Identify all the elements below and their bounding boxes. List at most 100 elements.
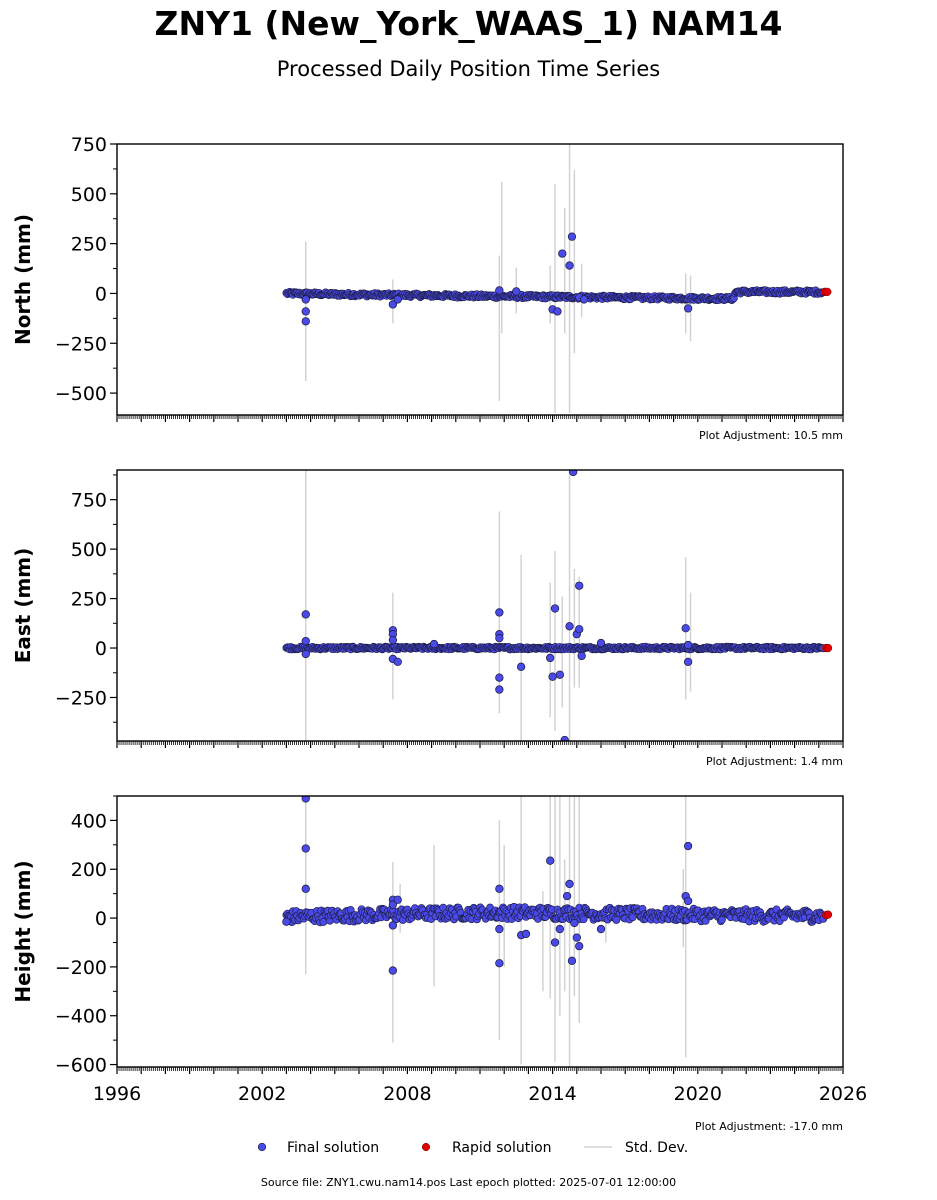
y-tick-label: −250: [55, 333, 107, 355]
final-point: [575, 941, 584, 951]
final-point: [577, 651, 586, 661]
final-point: [572, 933, 581, 942]
final-point: [548, 672, 557, 681]
plot-frame: [116, 795, 844, 1068]
final-point: [301, 796, 310, 803]
y-tick-label: 0: [95, 283, 107, 305]
final-point: [596, 924, 606, 934]
y-tick-label: −200: [55, 957, 107, 979]
north-panel: −500 −250 0 250 500 750 North (mm) Plot Adjustm…: [11, 134, 844, 442]
final-point: [575, 625, 584, 634]
x-tick-label: 2002: [238, 1083, 286, 1105]
final-point: [393, 295, 402, 304]
final-point: [301, 295, 310, 304]
y-tick-label: 500: [71, 184, 107, 206]
y-tick-label: 750: [71, 134, 107, 156]
y-axis-label: East (mm): [11, 548, 35, 664]
plot-frame: [116, 143, 844, 416]
final-point: [516, 662, 526, 671]
final-point: [628, 913, 637, 922]
plot-area: [282, 796, 833, 1067]
rapid-point: [823, 287, 832, 297]
final-point: [562, 891, 572, 901]
final-point: [546, 653, 555, 663]
rapid-point: [823, 910, 833, 919]
chart-title: ZNY1 (New_York_WAAS_1) NAM14: [154, 4, 783, 43]
y-tick-label: 250: [71, 234, 107, 256]
final-point: [683, 841, 693, 851]
rapid-point: [823, 643, 833, 653]
x-tick-label: 2026: [819, 1083, 867, 1105]
final-point: [683, 304, 693, 313]
legend: Final solution Rapid solution Std. Dev.: [257, 1140, 688, 1156]
legend-stddev-label: Std. Dev.: [625, 1140, 688, 1156]
final-point: [301, 610, 310, 619]
y-tick-label: 0: [95, 908, 107, 930]
y-tick-label: 400: [71, 810, 107, 832]
final-point: [575, 581, 584, 590]
legend-rapid-label: Rapid solution: [452, 1140, 552, 1156]
legend-rapid-marker: [421, 1142, 431, 1152]
final-point: [495, 608, 504, 617]
plot-frame: [116, 469, 844, 742]
final-point: [388, 300, 398, 309]
x-tick-label: 2008: [383, 1083, 431, 1105]
plot-adjustment-note: Plot Adjustment: 1.4 mm: [706, 755, 843, 768]
east-panel: −250 0 250 500 750 East (mm) Plot Adjustment: …: [11, 469, 844, 768]
final-point: [555, 670, 565, 679]
final-point: [495, 286, 504, 295]
height-panel: −600 −400 −200 0 200 400 1996 2002 2008 2014 2020 2…: [11, 795, 867, 1133]
final-point: [555, 924, 565, 934]
final-point: [579, 295, 589, 304]
final-point: [282, 917, 291, 926]
final-point: [681, 624, 690, 633]
y-axis-label: North (mm): [11, 214, 35, 345]
final-point: [565, 879, 574, 889]
final-point: [301, 844, 310, 853]
final-point: [429, 639, 439, 649]
y-tick-label: −250: [55, 687, 107, 709]
final-point: [683, 896, 693, 906]
final-point: [495, 884, 504, 893]
y-axis-label: Height (mm): [11, 860, 35, 1002]
legend-final-marker: [257, 1142, 267, 1152]
final-point: [319, 918, 328, 926]
final-point: [550, 604, 560, 613]
y-tick-label: 0: [95, 638, 107, 660]
final-point: [301, 317, 310, 326]
final-point: [612, 916, 621, 924]
chart-subtitle: Processed Daily Position Time Series: [276, 57, 661, 81]
final-point: [683, 640, 693, 650]
plot-adjustment-note: Plot Adjustment: -17.0 mm: [695, 1120, 843, 1133]
final-point: [495, 924, 504, 934]
final-point: [301, 884, 310, 893]
final-point: [596, 638, 606, 648]
final-point: [567, 232, 577, 241]
final-point: [495, 633, 504, 643]
x-tick-label: 2020: [674, 1083, 722, 1105]
final-point: [570, 918, 579, 928]
final-point: [553, 307, 562, 316]
y-tick-label: 500: [71, 539, 107, 561]
legend-final-label: Final solution: [287, 1140, 379, 1156]
final-point: [579, 915, 588, 924]
final-point: [495, 673, 504, 682]
final-point: [301, 649, 310, 659]
x-tick-label: 2014: [528, 1083, 576, 1105]
plot-adjustment-note: Plot Adjustment: 10.5 mm: [699, 429, 843, 442]
final-point: [565, 622, 574, 631]
final-point: [550, 938, 560, 947]
final-point: [495, 959, 504, 968]
final-point: [546, 856, 555, 865]
final-point: [569, 470, 578, 477]
final-point: [388, 921, 398, 930]
plot-area: [282, 144, 832, 414]
final-point: [565, 261, 574, 270]
y-tick-label: 200: [71, 859, 107, 881]
y-tick-label: −400: [55, 1006, 107, 1028]
y-tick-label: 750: [71, 490, 107, 512]
final-point: [393, 895, 402, 904]
source-file-note: Source file: ZNY1.cwu.nam14.pos Last epo…: [260, 1176, 677, 1189]
final-point: [521, 929, 531, 939]
